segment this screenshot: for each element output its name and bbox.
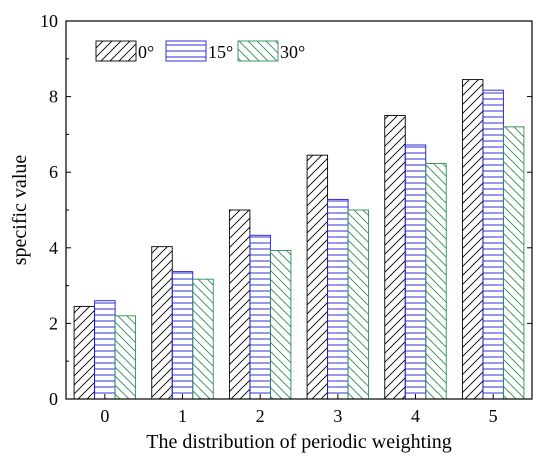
bar-1-5 <box>482 89 504 400</box>
y-tick-label-2: 4 <box>49 238 58 258</box>
y-tick-label-1: 2 <box>49 313 58 333</box>
legend-label-1: 15° <box>208 42 233 62</box>
legend-swatch-2 <box>237 40 279 62</box>
x-tick-label-3: 3 <box>333 406 342 426</box>
bar-0-0 <box>73 305 96 400</box>
bar-2-5 <box>502 126 525 400</box>
x-tick-label-4: 4 <box>411 406 420 426</box>
legend: 0° 15° 30° <box>95 40 305 62</box>
bar-1-2 <box>249 234 271 400</box>
bar-2-4 <box>425 163 447 400</box>
y-tick-label-4: 8 <box>49 87 58 107</box>
bar-2-2 <box>269 249 292 400</box>
bar-0-3 <box>306 154 329 400</box>
x-axis-label: The distribution of periodic weighting <box>146 431 452 453</box>
bar-0-5 <box>461 79 484 400</box>
bar-2-0 <box>114 315 137 400</box>
bar-2-1 <box>192 278 214 400</box>
bar-0-2 <box>228 209 251 400</box>
bar-1-1 <box>171 271 194 400</box>
bars-group <box>73 79 525 400</box>
bar-2-3 <box>347 209 370 400</box>
y-tick-label-5: 10 <box>40 11 58 31</box>
x-tick-label-5: 5 <box>489 406 498 426</box>
legend-swatch-1 <box>165 40 207 62</box>
y-axis-label: specific value <box>9 155 31 266</box>
bar-0-1 <box>151 246 173 400</box>
bar-0-4 <box>384 115 406 400</box>
legend-label-2: 30° <box>280 42 305 62</box>
bar-1-0 <box>94 300 116 400</box>
y-axis: 0 2 4 6 8 10 <box>40 11 532 409</box>
x-tick-label-2: 2 <box>256 406 265 426</box>
x-tick-label-1: 1 <box>178 406 187 426</box>
bar-1-3 <box>327 198 349 400</box>
legend-label-0: 0° <box>138 42 154 62</box>
y-tick-label-3: 6 <box>49 162 58 182</box>
x-tick-label-0: 0 <box>100 406 109 426</box>
y-tick-label-0: 0 <box>49 389 58 409</box>
legend-swatch-0 <box>95 40 137 62</box>
bar-1-4 <box>404 144 427 400</box>
x-axis: 0 1 2 3 4 5 <box>100 394 498 426</box>
